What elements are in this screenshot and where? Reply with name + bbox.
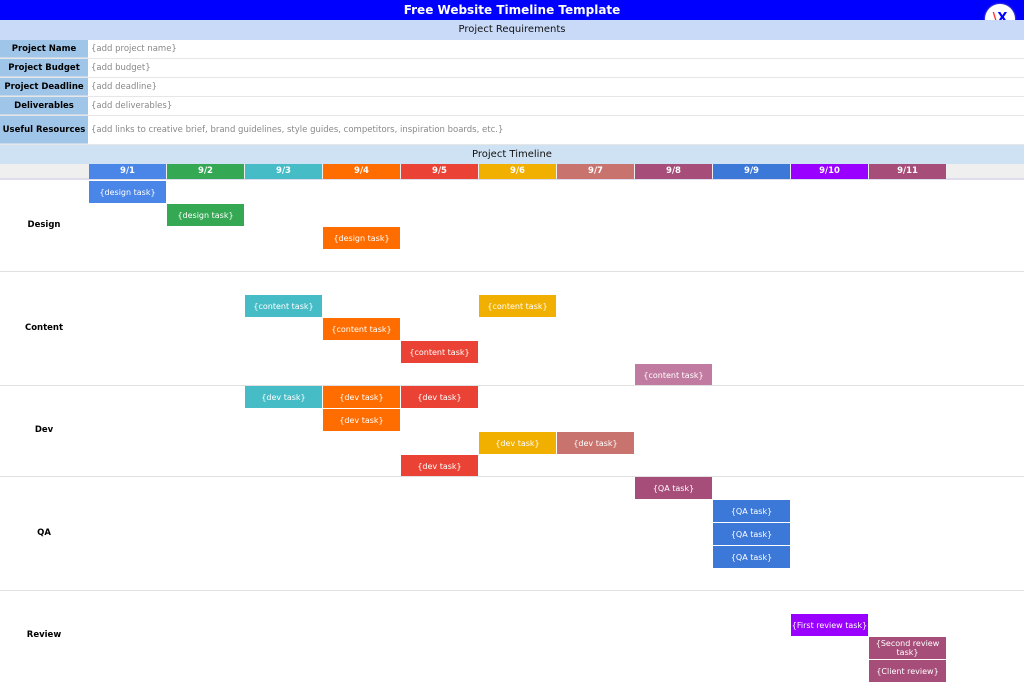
requirement-row: Project Name {add project name} [0, 40, 1024, 59]
requirement-value-input[interactable]: {add deadline} [91, 82, 158, 92]
task-bar[interactable]: {Client review} [869, 660, 946, 682]
date-column-header: 9/1 [89, 164, 166, 179]
date-column-header: 9/2 [167, 164, 244, 179]
group-divider [0, 476, 1024, 477]
requirement-label: Project Deadline [0, 78, 88, 96]
task-bar[interactable]: {First review task} [791, 614, 868, 636]
group-divider [0, 271, 1024, 272]
requirement-row: Project Deadline {add deadline} [0, 78, 1024, 97]
requirement-label: Project Name [0, 40, 88, 58]
date-column-header: 9/4 [323, 164, 400, 179]
date-column-header: 9/10 [791, 164, 868, 179]
requirement-label: Project Budget [0, 59, 88, 77]
requirement-value-input[interactable]: {add links to creative brief, brand guid… [91, 125, 504, 135]
task-bar[interactable]: {design task} [167, 204, 244, 226]
requirement-label: Deliverables [0, 97, 88, 115]
task-bar[interactable]: {design task} [323, 227, 400, 249]
task-bar[interactable]: {QA task} [713, 500, 790, 522]
requirement-value-input[interactable]: {add budget} [91, 63, 151, 73]
task-bar[interactable]: {QA task} [713, 523, 790, 545]
task-bar[interactable]: {dev task} [323, 386, 400, 408]
date-column-header: 9/6 [479, 164, 556, 179]
task-bar[interactable]: {QA task} [635, 477, 712, 499]
date-header-row: 9/1 9/2 9/3 9/4 9/5 9/6 9/7 9/8 9/9 9/10 9/11 [0, 164, 1024, 180]
group-divider [0, 385, 1024, 386]
task-bar[interactable]: {content task} [245, 295, 322, 317]
task-bar[interactable]: {dev task} [323, 409, 400, 431]
task-bar[interactable]: {Second review task} [869, 637, 946, 659]
date-column-header: 9/11 [869, 164, 946, 179]
group-label-review: Review [26, 630, 62, 640]
group-label-qa: QA [37, 527, 51, 538]
task-bar[interactable]: {dev task} [557, 432, 634, 454]
group-label-content: Content [24, 322, 64, 333]
requirements-heading: Project Requirements [0, 20, 1024, 40]
requirement-value-input[interactable]: {add deliverables} [91, 101, 173, 111]
group-label-dev: Dev [34, 425, 54, 435]
task-bar[interactable]: {content task} [479, 295, 556, 317]
requirement-value-input[interactable]: {add project name} [91, 44, 177, 54]
group-divider [0, 590, 1024, 591]
task-bar[interactable]: {content task} [401, 341, 478, 363]
date-column-header: 9/3 [245, 164, 322, 179]
requirement-row: Project Budget {add budget} [0, 59, 1024, 78]
task-bar[interactable]: {content task} [323, 318, 400, 340]
task-bar[interactable]: {QA task} [713, 546, 790, 568]
date-column-header: 9/9 [713, 164, 790, 179]
date-column-header: 9/7 [557, 164, 634, 179]
requirement-row: Useful Resources {add links to creative b… [0, 116, 1024, 145]
task-bar[interactable]: {dev task} [401, 455, 478, 477]
task-bar[interactable]: {design task} [89, 181, 166, 203]
timeline-heading: Project Timeline [0, 145, 1024, 164]
task-bar[interactable]: {content task} [635, 364, 712, 386]
task-bar[interactable]: {dev task} [401, 386, 478, 408]
task-bar[interactable]: {dev task} [245, 386, 322, 408]
requirement-row: Deliverables {add deliverables} [0, 97, 1024, 116]
date-column-header: 9/5 [401, 164, 478, 179]
requirement-label: Useful Resources [0, 116, 88, 144]
task-bar[interactable]: {dev task} [479, 432, 556, 454]
group-label-design: Design [27, 220, 61, 230]
date-column-header: 9/8 [635, 164, 712, 179]
page-title: Free Website Timeline Template [0, 0, 1024, 20]
